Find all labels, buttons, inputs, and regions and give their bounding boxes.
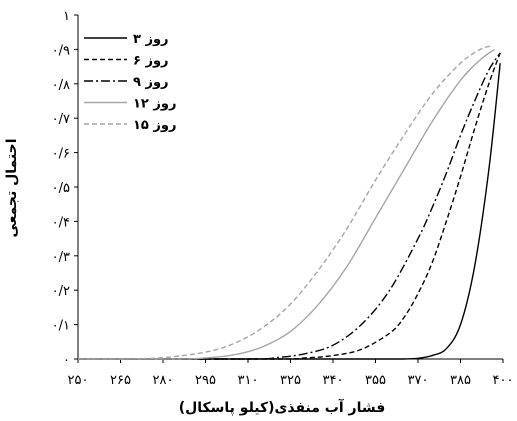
series-line-1: [78, 63, 501, 360]
series-line-3: [78, 52, 501, 360]
series-lines: [78, 45, 501, 360]
y-tick-label: ۰/۵: [52, 181, 70, 196]
y-tick-label: ۰/۲: [52, 284, 70, 299]
y-tick-label: ۰/۴: [52, 215, 70, 230]
y-tick-label: ۰/۹: [52, 43, 70, 58]
legend: ۳ روز ۶ روز ۹ روز ۱۲ روز ۱۵ روز: [84, 32, 176, 133]
y-tick-label: ۰/۷: [52, 112, 70, 127]
y-axis: ۰ ۰/۱ ۰/۲ ۰/۳ ۰/۴ ۰/۵ ۰/۶ ۰/۷ ۰/۸ ۰/۹ ۱: [52, 9, 79, 368]
x-tick-label: ۲۶۵: [110, 373, 131, 388]
x-tick-label: ۳۷۰: [408, 373, 429, 388]
x-tick-label: ۲۹۵: [195, 373, 216, 388]
legend-label: ۳ روز: [133, 32, 169, 47]
x-tick-label: ۲۵۰: [68, 373, 89, 388]
series-line-2: [78, 52, 501, 360]
x-tick-label: ۳۵۵: [365, 373, 386, 388]
y-tick-label: ۰/۸: [52, 78, 70, 93]
y-tick-label: ۰/۶: [52, 147, 70, 162]
legend-label: ۶ روز: [133, 54, 169, 69]
y-axis-title: احتمال تجمعی: [4, 138, 20, 237]
x-tick-label: ۳۱۰: [238, 373, 259, 388]
y-tick-label: ۱: [63, 9, 70, 24]
x-tick-label: ۳۲۵: [280, 373, 301, 388]
legend-label: ۹ روز: [133, 75, 169, 90]
y-tick-label: ۰/۱: [52, 319, 70, 334]
x-tick-label: ۳۴۰: [323, 373, 344, 388]
x-tick-label: ۲۸۰: [153, 373, 174, 388]
x-tick-label: ۳۸۵: [450, 373, 471, 388]
x-axis: ۲۵۰ ۲۶۵ ۲۸۰ ۲۹۵ ۳۱۰ ۳۲۵ ۳۴۰ ۳۵۵ ۳۷۰ ۳۸۵ ۴۰۰: [68, 358, 514, 388]
legend-label: ۱۲ روز: [133, 97, 176, 112]
series-line-5: [78, 45, 492, 360]
x-tick-label: ۴۰۰: [493, 373, 514, 388]
legend-label: ۱۵ روز: [133, 118, 176, 133]
x-axis-title: فشار آب منفذی(کیلو پاسکال): [179, 398, 386, 416]
y-tick-label: ۰/۳: [52, 250, 70, 265]
series-line-4: [78, 48, 495, 360]
y-tick-label: ۰: [63, 353, 70, 368]
